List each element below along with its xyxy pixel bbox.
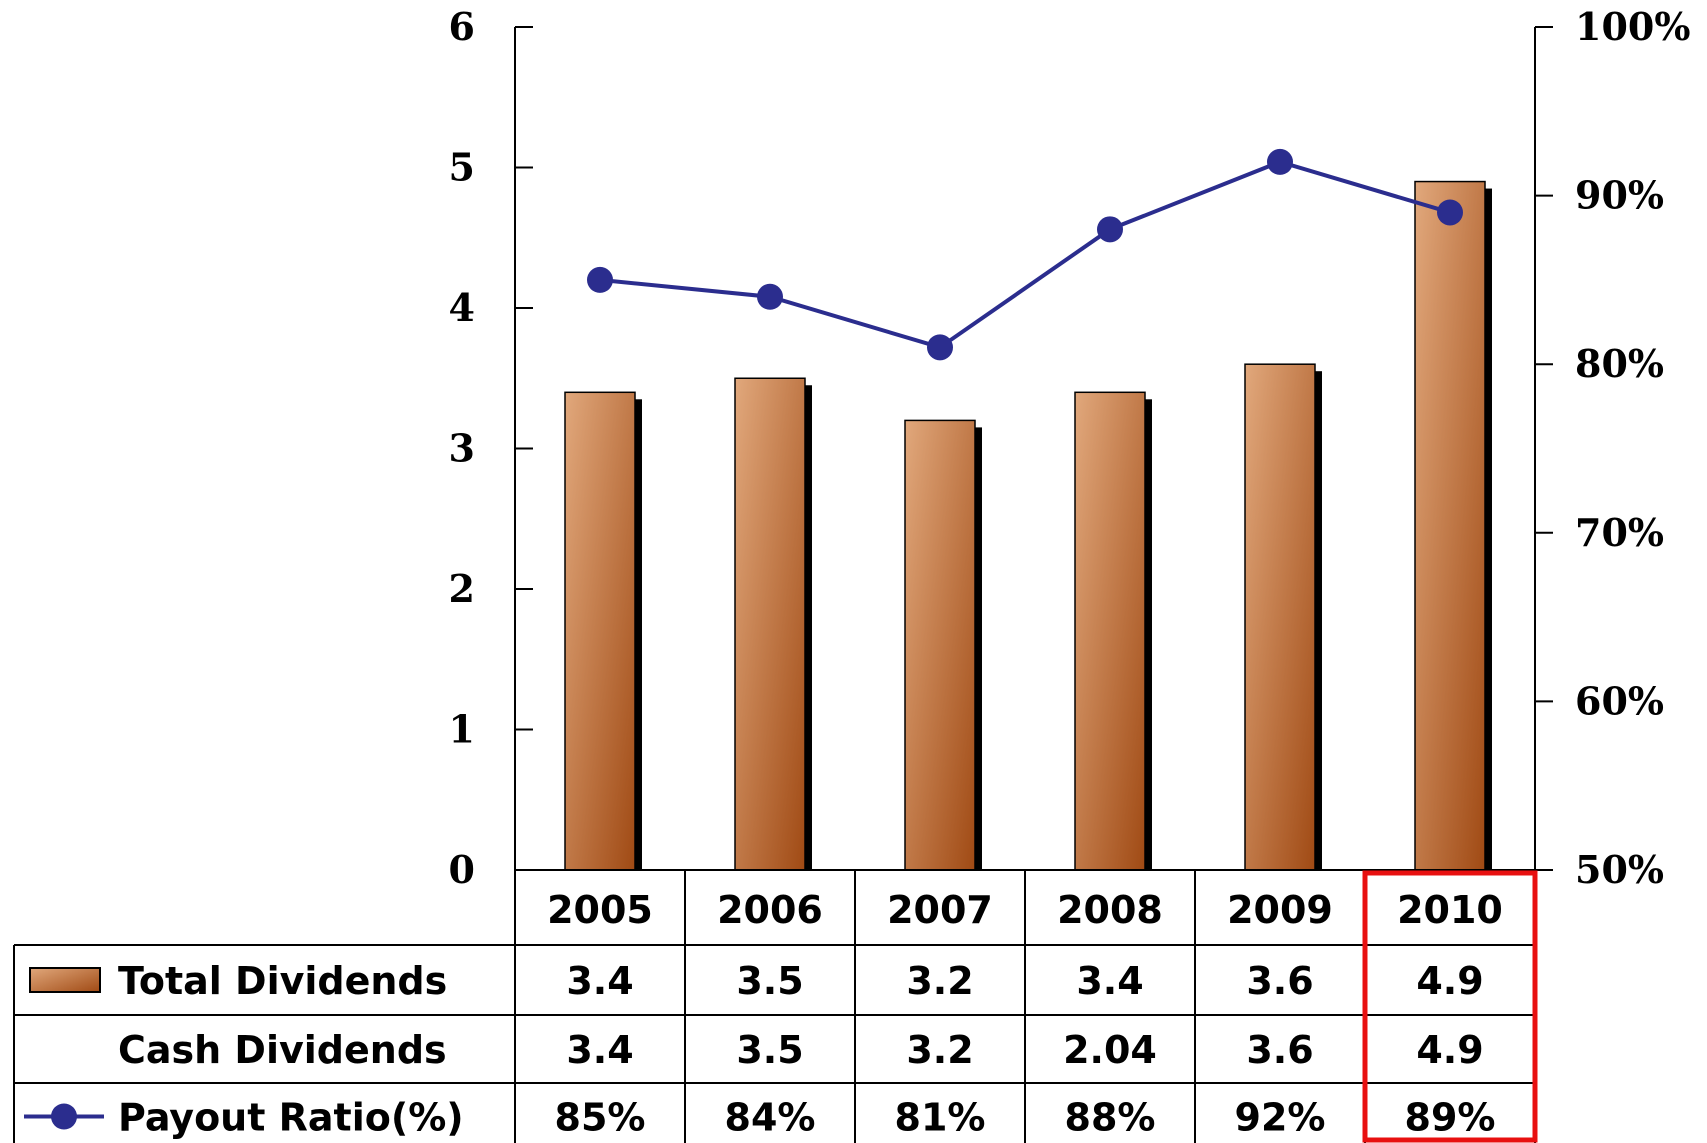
table-cell: 89%	[1405, 1096, 1496, 1140]
bar	[1414, 180, 1486, 871]
payout-ratio-point	[587, 266, 613, 293]
table-header-year: 2010	[1397, 888, 1503, 932]
table-cell: 3.2	[906, 959, 973, 1003]
table-row-label: Total Dividends	[118, 959, 447, 1003]
table-cell: 81%	[895, 1096, 986, 1140]
bar	[734, 377, 806, 871]
right-tick-label: 90%	[1575, 173, 1664, 218]
table-cell: 3.5	[736, 959, 803, 1003]
table-cell: 92%	[1235, 1096, 1326, 1140]
payout-ratio-point	[1267, 148, 1293, 175]
table-cell: 85%	[555, 1096, 646, 1140]
payout-ratio-point	[927, 334, 953, 361]
table-cell: 88%	[1065, 1096, 1156, 1140]
table-cell: 3.4	[566, 959, 633, 1003]
left-tick-label: 5	[449, 145, 475, 190]
bar	[1244, 363, 1316, 871]
left-tick-label: 1	[449, 707, 475, 752]
left-tick-label: 6	[449, 4, 475, 49]
table-cell: 3.6	[1246, 959, 1313, 1003]
table-header-year: 2006	[717, 888, 823, 932]
left-tick-label: 0	[449, 847, 475, 892]
table-cell: 3.4	[1076, 959, 1143, 1003]
payout-ratio-point	[1437, 199, 1463, 226]
bar	[564, 391, 636, 871]
table-cell: 3.4	[566, 1028, 633, 1072]
left-tick-label: 2	[449, 566, 475, 611]
payout-ratio-point	[1097, 216, 1123, 243]
table-cell: 3.5	[736, 1028, 803, 1072]
legend-marker-payout-ratio	[51, 1103, 77, 1130]
payout-ratio-line	[599, 159, 1451, 350]
right-tick-label: 70%	[1575, 510, 1664, 555]
bar	[1074, 391, 1146, 871]
payout-ratio-point	[757, 283, 783, 310]
table-header-year: 2007	[887, 888, 993, 932]
table-cell: 3.2	[906, 1028, 973, 1072]
highlight-box-2010	[1362, 870, 1538, 1143]
table-row-label: Payout Ratio(%)	[118, 1096, 464, 1140]
table-cell: 84%	[725, 1096, 816, 1140]
table-header-year: 2009	[1227, 888, 1333, 932]
table-cell: 3.6	[1246, 1028, 1313, 1072]
legend-swatch-total-dividends	[29, 967, 101, 993]
table-row-label: Cash Dividends	[118, 1028, 447, 1072]
left-tick-label: 3	[449, 426, 475, 471]
table-cell: 2.04	[1063, 1028, 1157, 1072]
table-cell: 4.9	[1416, 959, 1483, 1003]
right-tick-label: 60%	[1575, 678, 1664, 723]
right-tick-label: 80%	[1575, 341, 1664, 386]
right-tick-label: 50%	[1575, 847, 1664, 892]
left-tick-label: 4	[449, 285, 475, 330]
table-cell: 4.9	[1416, 1028, 1483, 1072]
bar	[904, 419, 976, 871]
right-tick-label: 100%	[1575, 4, 1690, 49]
table-header-year: 2008	[1057, 888, 1163, 932]
table-header-year: 2005	[547, 888, 653, 932]
